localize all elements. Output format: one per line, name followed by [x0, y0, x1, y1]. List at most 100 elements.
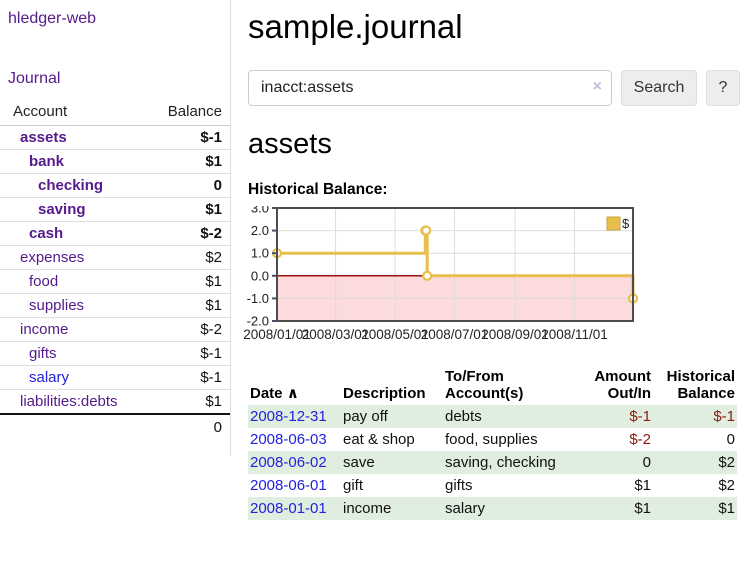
svg-text:2008/07/01: 2008/07/01 — [421, 327, 489, 342]
svg-text:2.0: 2.0 — [251, 223, 269, 238]
transaction-accounts: debts — [445, 408, 482, 425]
register-row: 2008-06-02 save saving, checking 0 $2 — [248, 451, 737, 474]
accounts-column-account: Account — [0, 101, 144, 126]
register-column-description: Description — [343, 385, 426, 402]
svg-text:3.0: 3.0 — [251, 206, 269, 216]
register-column-amount: Amount Out/In — [594, 368, 651, 402]
register-row: 2008-12-31 pay off debts $-1 $-1 — [248, 405, 737, 428]
accounts-total-row: 0 — [0, 413, 230, 439]
account-row: liabilities:debts $1 — [0, 389, 230, 415]
transaction-date-link[interactable]: 2008-12-31 — [250, 408, 327, 425]
account-balance: 0 — [143, 173, 230, 198]
account-link[interactable]: checking — [38, 177, 104, 194]
account-row: assets $-1 — [0, 125, 230, 150]
sort-asc-icon: ∧ — [286, 385, 299, 402]
svg-text:2008/01/01: 2008/01/01 — [243, 327, 311, 342]
account-link[interactable]: expenses — [20, 249, 85, 266]
transaction-description: save — [343, 454, 375, 471]
account-row: expenses $2 — [0, 245, 230, 270]
accounts-table-body: assets $-1 bank $1 checking 0 saving $1 … — [0, 125, 230, 415]
svg-text:2008/03/01: 2008/03/01 — [302, 327, 370, 342]
svg-text:1.0: 1.0 — [251, 246, 269, 261]
account-balance: $1 — [143, 293, 230, 318]
transaction-accounts: salary — [445, 500, 486, 517]
transaction-amount: $-1 — [629, 408, 651, 425]
accounts-total-value: 0 — [143, 413, 230, 439]
search-button[interactable]: Search — [621, 70, 697, 106]
transaction-historical-balance: 0 — [726, 431, 735, 448]
svg-text:2008/05/01: 2008/05/01 — [361, 327, 429, 342]
account-row: income $-2 — [0, 317, 230, 342]
register-table-body: 2008-12-31 pay off debts $-1 $-1 2008-06… — [248, 405, 737, 520]
sidebar: hledger-web Journal Account Balance asse… — [0, 0, 231, 456]
svg-text:2008/09/01: 2008/09/01 — [481, 327, 549, 342]
svg-text:-1.0: -1.0 — [247, 291, 269, 306]
register-row: 2008-06-01 gift gifts $1 $2 — [248, 474, 737, 497]
account-balance: $-1 — [143, 341, 230, 366]
transaction-date-link[interactable]: 2008-06-03 — [250, 431, 327, 448]
transaction-accounts: food, supplies — [445, 431, 538, 448]
sidebar-item-journal[interactable]: Journal — [8, 70, 61, 87]
account-link[interactable]: gifts — [29, 345, 57, 362]
transaction-date-link[interactable]: 2008-06-02 — [250, 454, 327, 471]
account-row: checking 0 — [0, 173, 230, 198]
account-balance: $-2 — [143, 317, 230, 342]
account-link[interactable]: liabilities:debts — [20, 393, 118, 410]
account-row: food $1 — [0, 269, 230, 294]
search-form: × Search ? — [248, 70, 742, 106]
transaction-accounts: gifts — [445, 477, 473, 494]
account-link[interactable]: cash — [29, 225, 64, 242]
main-content: sample.journal × Search ? assets Histori… — [243, 0, 742, 520]
historical-balance-chart: 3.0 2.0 1.0 0.0 -1.0 -2.0 2008/01/01 2008/03/01… — [240, 206, 742, 356]
transaction-historical-balance: $2 — [718, 454, 735, 471]
account-balance: $1 — [143, 269, 230, 294]
transaction-description: income — [343, 500, 392, 517]
transaction-amount: 0 — [642, 454, 651, 471]
register-row: 2008-06-03 eat & shop food, supplies $-2… — [248, 428, 737, 451]
accounts-column-balance: Balance — [143, 101, 230, 126]
transaction-accounts: saving, checking — [445, 454, 556, 471]
account-row: gifts $-1 — [0, 341, 230, 366]
account-balance: $2 — [143, 245, 230, 270]
account-row: saving $1 — [0, 197, 230, 222]
account-link[interactable]: saving — [38, 201, 86, 218]
transaction-description: eat & shop — [343, 431, 415, 448]
account-row: salary $-1 — [0, 365, 230, 390]
account-balance: $-1 — [143, 125, 230, 150]
account-link[interactable]: salary — [29, 369, 70, 386]
brand-link[interactable]: hledger-web — [8, 10, 97, 27]
svg-text:$: $ — [622, 216, 630, 231]
transaction-historical-balance: $2 — [718, 477, 735, 494]
transaction-historical-balance: $-1 — [713, 408, 735, 425]
clear-search-icon[interactable]: × — [592, 78, 602, 95]
register-column-date[interactable]: Date ∧ — [250, 385, 299, 402]
account-heading: assets — [248, 128, 332, 160]
page-title: sample.journal — [248, 8, 463, 45]
transaction-description: pay off — [343, 408, 388, 425]
help-button[interactable]: ? — [706, 70, 740, 106]
register-column-accounts: To/From Account(s) — [445, 368, 524, 402]
account-link[interactable]: assets — [20, 129, 67, 146]
account-balance: $-1 — [143, 365, 230, 390]
transaction-date-link[interactable]: 2008-06-01 — [250, 477, 327, 494]
transaction-amount: $1 — [634, 500, 651, 517]
svg-text:0.0: 0.0 — [251, 268, 269, 283]
transaction-description: gift — [343, 477, 364, 494]
transaction-date-link[interactable]: 2008-01-01 — [250, 500, 327, 517]
svg-text:-2.0: -2.0 — [247, 314, 269, 329]
search-input[interactable] — [248, 70, 612, 106]
register-row: 2008-01-01 income salary $1 $1 — [248, 497, 737, 520]
account-link[interactable]: food — [29, 273, 59, 290]
account-balance: $-2 — [143, 221, 230, 246]
account-row: bank $1 — [0, 149, 230, 174]
account-link[interactable]: bank — [29, 153, 65, 170]
register-table: Date ∧ Description To/From Account(s) Am… — [248, 366, 737, 520]
account-row: cash $-2 — [0, 221, 230, 246]
transaction-amount: $1 — [634, 477, 651, 494]
accounts-table: Account Balance assets $-1 bank $1 check… — [0, 101, 230, 439]
register-column-historical: Historical Balance — [666, 368, 735, 402]
account-link[interactable]: supplies — [29, 297, 85, 314]
account-link[interactable]: income — [20, 321, 69, 338]
account-balance: $1 — [143, 149, 230, 174]
svg-text:2008/11/01: 2008/11/01 — [541, 327, 608, 342]
